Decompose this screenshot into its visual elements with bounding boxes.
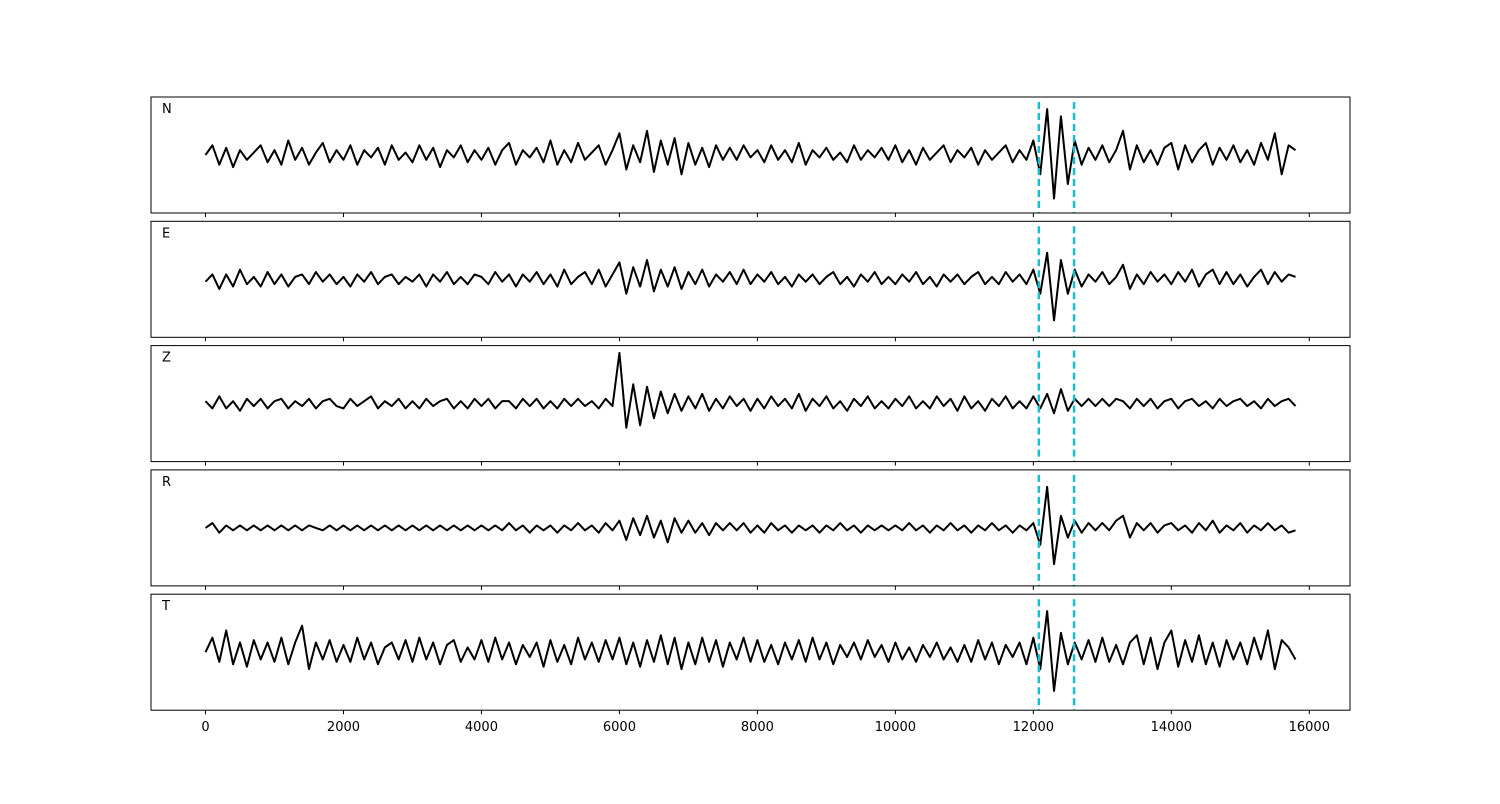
- x-tick-label: 12000: [1013, 720, 1054, 735]
- x-tick-label: 14000: [1151, 720, 1192, 735]
- x-tick-label: 2000: [327, 720, 360, 735]
- panel-label: T: [161, 599, 170, 614]
- trace: [204, 610, 1297, 692]
- panel-label: Z: [162, 351, 171, 366]
- panel-frame: [150, 220, 1351, 338]
- panel-label: R: [162, 475, 171, 490]
- panel-label: E: [162, 226, 170, 241]
- panel-frame: [150, 469, 1351, 587]
- trace: [204, 351, 1297, 429]
- x-tick-label: 10000: [875, 720, 916, 735]
- panel-frame: [150, 593, 1351, 711]
- trace: [204, 108, 1297, 200]
- panel-label: N: [162, 102, 172, 117]
- x-tick-label: 6000: [603, 720, 636, 735]
- x-tick-label: 16000: [1289, 720, 1330, 735]
- trace: [204, 251, 1296, 322]
- panel-frame: [150, 96, 1351, 214]
- panel-frame: [150, 345, 1351, 463]
- trace: [204, 485, 1296, 566]
- x-tick-label: 4000: [465, 720, 498, 735]
- x-tick-label: 0: [201, 720, 209, 735]
- x-tick-label: 8000: [741, 720, 774, 735]
